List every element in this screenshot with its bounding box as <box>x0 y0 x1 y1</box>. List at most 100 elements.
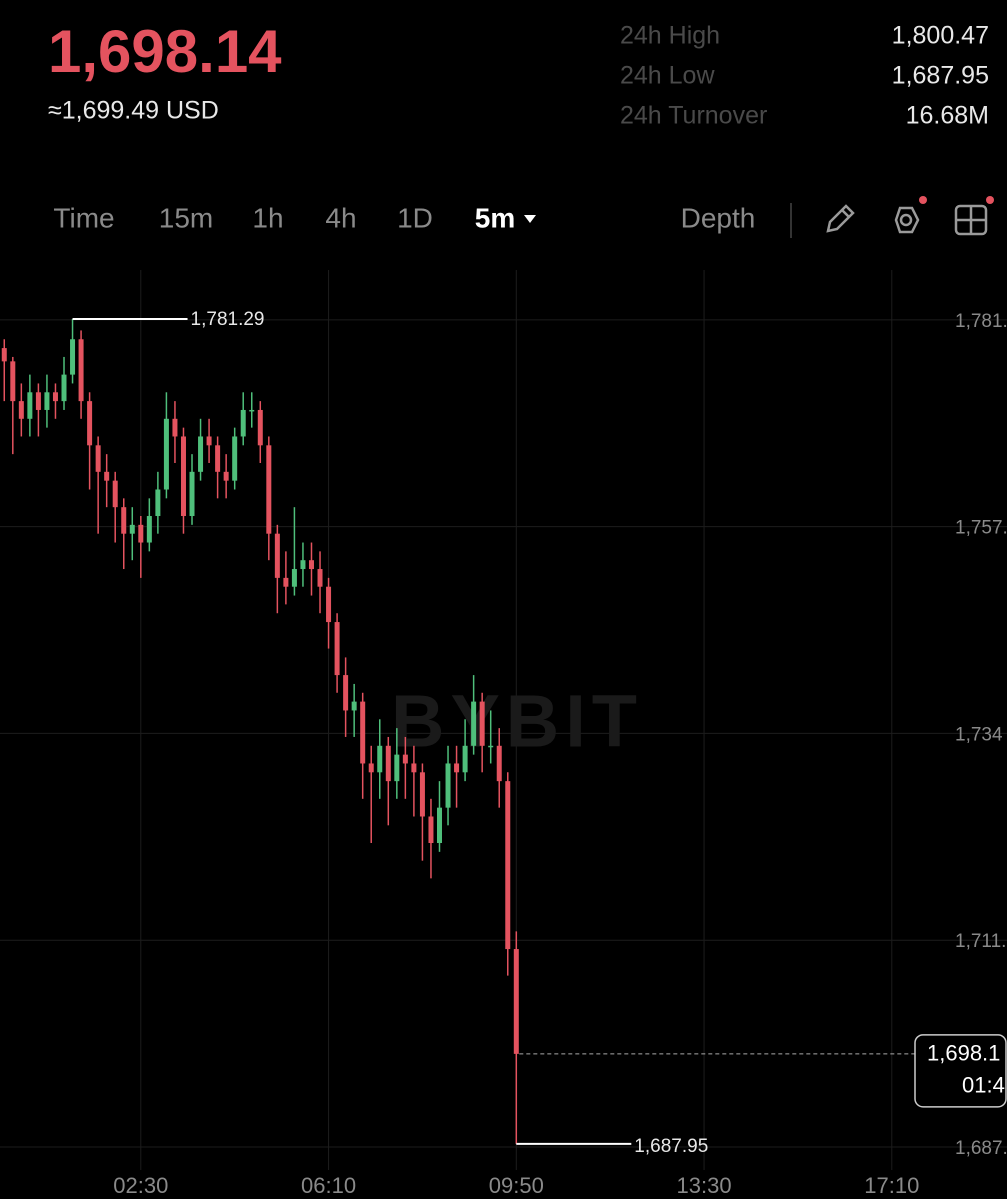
stat-value: 16.68M <box>906 102 989 130</box>
candle-body <box>112 480 118 508</box>
candle-body <box>35 392 41 410</box>
dropdown-arrow[interactable] <box>524 215 536 223</box>
candle-body <box>291 569 297 587</box>
candle-body <box>172 418 178 437</box>
timeframe-tab[interactable]: 1D <box>397 202 433 233</box>
candle-body <box>10 361 16 402</box>
candle-body <box>163 418 169 490</box>
candle-body <box>274 533 280 578</box>
timeframe-tab[interactable]: 5m <box>475 202 515 233</box>
stat-value: 1,687.95 <box>892 62 989 90</box>
candle-body <box>240 409 246 437</box>
candle-body <box>428 816 434 844</box>
candle-body <box>121 507 127 534</box>
candle-body <box>317 569 323 587</box>
candle-body <box>326 586 332 623</box>
candle-body <box>402 754 408 764</box>
candle-body <box>411 763 417 773</box>
layout-icon-lines <box>956 206 986 234</box>
low-marker-label: 1,687.95 <box>634 1136 708 1157</box>
candle-body <box>70 339 76 375</box>
stat-label: 24h Turnover <box>620 102 767 130</box>
candle-body <box>18 401 24 419</box>
candle-body <box>377 745 383 773</box>
timeframe-tab[interactable]: 15m <box>159 202 213 233</box>
notification-dot <box>986 196 994 204</box>
candle-body <box>462 745 468 773</box>
candle-body <box>52 392 58 402</box>
countdown-label: 01:4 <box>962 1073 1005 1098</box>
last-price: 1,698.14 <box>48 18 282 85</box>
draw-icon[interactable] <box>826 204 855 233</box>
candle-body <box>436 807 442 844</box>
candle-body <box>343 675 349 711</box>
candle-body <box>104 471 110 481</box>
candle-body <box>232 436 238 481</box>
timeframe-tab[interactable]: 1h <box>252 202 283 233</box>
timeframe-tab[interactable]: Time <box>53 202 114 233</box>
candle-body <box>189 471 195 517</box>
x-tick-label: 17:10 <box>864 1173 919 1198</box>
candle-body <box>61 374 67 402</box>
usd-price: ≈1,699.49 USD <box>48 97 219 125</box>
candle-body <box>146 516 152 543</box>
high-marker-label: 1,781.29 <box>191 309 265 330</box>
candle-body <box>87 401 93 446</box>
x-tick-label: 13:30 <box>677 1173 732 1198</box>
candle-body <box>385 745 391 782</box>
candle-body <box>198 436 204 472</box>
chart: 1,781. 1,757. 1,734 1,711. 1,687. 02:30 06:10 0… <box>0 270 1007 1198</box>
stat-label: 24h High <box>620 22 720 50</box>
candle-body <box>351 701 357 711</box>
indicator-icon-center <box>899 213 913 227</box>
y-tick-label: 1,711. <box>955 931 1006 952</box>
x-tick-label: 06:10 <box>301 1173 356 1198</box>
candle-body <box>215 445 221 472</box>
candle-body <box>95 445 101 472</box>
stat-label: 24h Low <box>620 62 715 90</box>
candle-body <box>308 560 314 570</box>
last-price-box <box>914 1034 1007 1108</box>
candle-body <box>266 445 272 534</box>
depth-tab[interactable]: Depth <box>681 202 756 233</box>
candle-body <box>129 524 135 534</box>
x-tick-label: 09:50 <box>489 1173 544 1198</box>
candle-body <box>505 781 511 950</box>
candle-body <box>496 745 502 782</box>
candle-body <box>180 436 186 517</box>
stats: 24h High 1,800.47 24h Low 1,687.95 24h Turno… <box>620 22 989 130</box>
candle-body <box>360 701 366 764</box>
candle-body <box>445 763 451 808</box>
timeframe-tabs: Time 15m 1h 4h 1D 5m <box>53 202 515 233</box>
candle-body <box>300 560 306 570</box>
candle-body <box>454 763 460 773</box>
candle-body <box>155 489 161 517</box>
candle-body <box>44 392 50 410</box>
x-tick-label: 02:30 <box>113 1173 168 1198</box>
toolbar-icons <box>826 204 988 236</box>
last-price-label: 1,698.1 <box>927 1041 1000 1066</box>
indicator-icon[interactable] <box>894 206 920 234</box>
candle-body <box>513 949 519 1054</box>
y-tick-label: 1,757. <box>955 518 1007 539</box>
candle-body <box>78 339 84 402</box>
candle-body <box>1 348 7 362</box>
watermark: BYBIT <box>391 680 643 763</box>
candle-body <box>419 772 425 817</box>
candle-body <box>488 745 494 748</box>
y-tick-label: 1,781. <box>955 311 1007 332</box>
y-tick-label: 1,687. <box>955 1138 1007 1159</box>
stat-value: 1,800.47 <box>892 22 989 50</box>
candle-body <box>27 392 33 419</box>
candle-body <box>257 409 263 446</box>
timeframe-tab[interactable]: 4h <box>325 202 356 233</box>
candle-body <box>138 524 144 543</box>
notification-dot <box>919 196 927 204</box>
candle-body <box>223 471 229 481</box>
candle-body <box>283 577 289 587</box>
candle-body <box>334 622 340 676</box>
y-tick-label: 1,734 <box>955 724 1003 745</box>
candle-body <box>471 701 477 746</box>
